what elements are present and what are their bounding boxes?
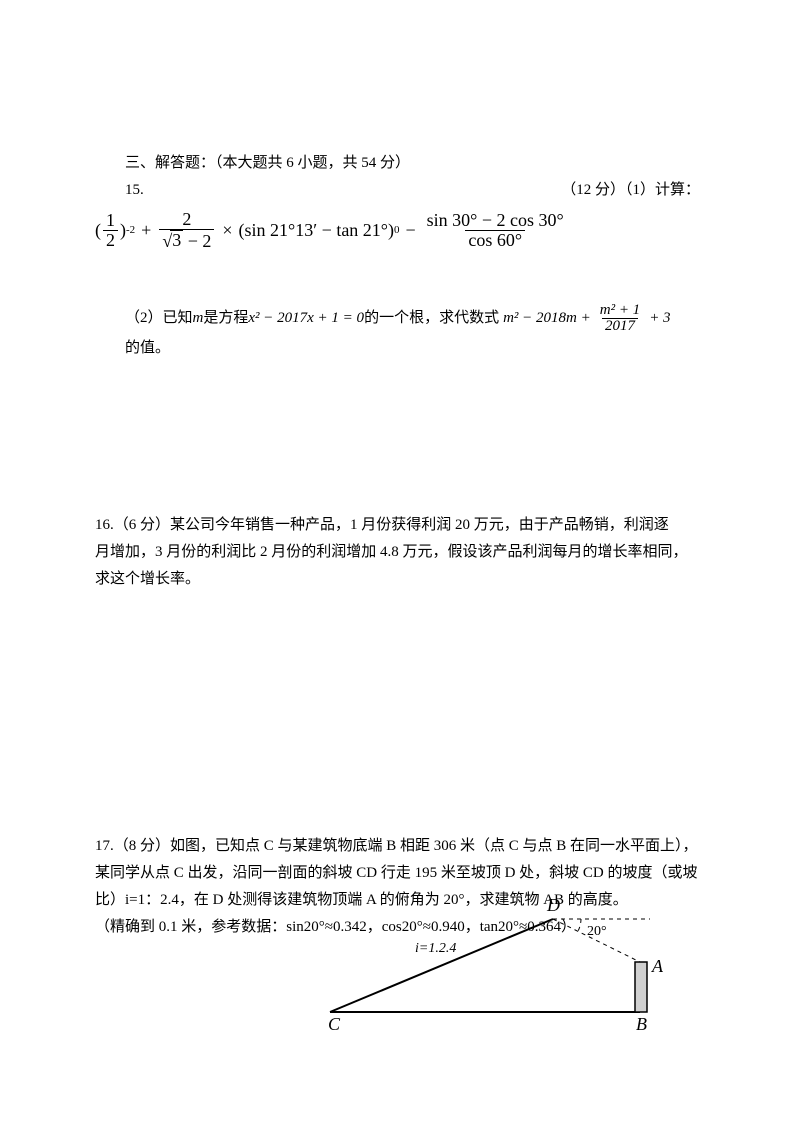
q15e1-inner: (sin 21°13′ − tan 21°) — [239, 214, 394, 246]
svg-text:D: D — [546, 895, 560, 915]
q15-expr1: ( 1 2 )-2 + 2 √3 − 2 × (sin 21°13′ − tan… — [95, 210, 700, 251]
q15e1-f1-den: 2 — [103, 230, 118, 250]
q15e1-f2-num: 2 — [179, 210, 194, 229]
q15-number: 15. — [95, 177, 144, 204]
svg-text:i=1.2.4: i=1.2.4 — [415, 941, 456, 956]
q15-p2-suffix: 的值。 — [125, 335, 170, 362]
q15-right: （12 分）（1）计算： — [531, 177, 700, 204]
q15-p2-mid1: 是方程 — [203, 305, 248, 332]
q15e1-plus1: + — [141, 214, 151, 246]
q16-l1: 16.（6 分）某公司今年销售一种产品，1 月份获得利润 20 万元，由于产品畅… — [95, 512, 700, 539]
q17-svg: C B D Ai=1.2.4 20° — [310, 882, 670, 1032]
q15e1-f4-num: sin 30° − 2 cos 30° — [424, 211, 567, 230]
q15e1-f4-den: cos 60° — [465, 230, 525, 250]
svg-text:A: A — [651, 956, 664, 976]
q15-header-row: 15. （12 分）（1）计算： — [95, 177, 700, 204]
q15-p2-mid2: 的一个根，求代数式 — [364, 305, 499, 332]
q15-e2-t2: + 3 — [649, 305, 670, 332]
q15-p2-eq: x² − 2017x + 1 = 0 — [248, 305, 364, 332]
q15e1-times: × — [222, 214, 232, 246]
section-header: 三、解答题：（本大题共 6 小题，共 54 分） — [95, 150, 700, 177]
q15e1-f1-num: 1 — [103, 211, 118, 230]
q16-l2: 月增加，3 月份的利润比 2 月份的利润增加 4.8 万元，假设该产品利润每月的… — [95, 539, 700, 566]
svg-text:B: B — [636, 1014, 647, 1032]
svg-text:20°: 20° — [587, 924, 607, 939]
q15-p2-prefix: （2）已知 — [125, 305, 193, 332]
q15-p2-m: m — [193, 305, 204, 332]
q15e1-sqrt: 3 — [170, 230, 183, 250]
q17-l1: 17.（8 分）如图，已知点 C 与某建筑物底端 B 相距 306 米（点 C … — [95, 833, 700, 860]
q16-l3: 求这个增长率。 — [95, 566, 700, 593]
q15e1-after-sqrt: − 2 — [183, 231, 211, 251]
q15-e2-fden: 2017 — [602, 318, 638, 335]
q15-e2-fnum: m² + 1 — [597, 303, 643, 319]
q17-figure: C B D Ai=1.2.4 20° — [310, 882, 670, 1032]
q15-part2: （2）已知 m 是方程 x² − 2017x + 1 = 0 的一个根，求代数式… — [95, 303, 700, 363]
svg-text:C: C — [328, 1014, 341, 1032]
q15-e2-t1: m² − 2018m + — [503, 305, 591, 332]
document-page: 三、解答题：（本大题共 6 小题，共 54 分） 15. （12 分）（1）计算… — [0, 0, 800, 1132]
q15e1-minus: − — [406, 214, 416, 246]
